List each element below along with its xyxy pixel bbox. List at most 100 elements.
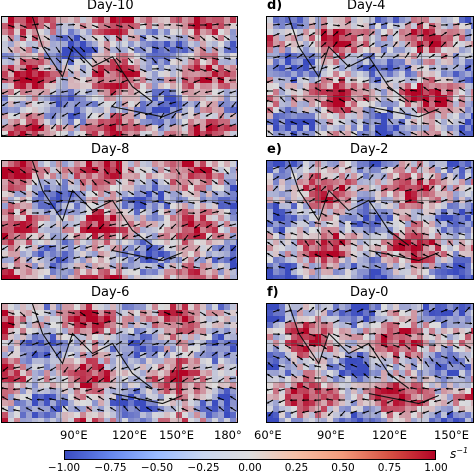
vorticity-cell bbox=[176, 203, 182, 209]
vorticity-cell bbox=[140, 316, 146, 322]
vorticity-cell bbox=[176, 304, 182, 310]
vorticity-cell bbox=[453, 23, 459, 29]
vorticity-cell bbox=[267, 113, 273, 119]
vorticity-cell bbox=[447, 35, 453, 41]
vorticity-cell bbox=[56, 197, 62, 203]
vorticity-cell bbox=[14, 221, 20, 227]
vorticity-cell bbox=[333, 17, 339, 23]
vorticity-cell bbox=[297, 83, 303, 89]
vorticity-cell bbox=[218, 23, 224, 29]
vorticity-cell bbox=[98, 221, 104, 227]
vorticity-cell bbox=[50, 382, 56, 388]
vorticity-cell bbox=[411, 89, 417, 95]
vorticity-cell bbox=[62, 35, 68, 41]
vorticity-cell bbox=[423, 47, 429, 53]
vorticity-cell bbox=[230, 125, 236, 131]
vorticity-cell bbox=[122, 29, 128, 35]
wind-vector-head bbox=[98, 114, 101, 118]
wind-vector-head bbox=[37, 407, 41, 411]
vorticity-cell bbox=[38, 304, 44, 310]
wind-vector-head bbox=[121, 113, 124, 116]
wind-vector-head bbox=[120, 25, 123, 28]
vorticity-cell bbox=[116, 89, 122, 95]
vorticity-cell bbox=[218, 77, 224, 83]
wind-vector-head bbox=[326, 131, 330, 134]
vorticity-cell bbox=[50, 197, 56, 203]
vorticity-cell bbox=[164, 215, 170, 221]
vorticity-cell bbox=[8, 412, 14, 418]
vorticity-cell bbox=[116, 191, 122, 197]
vorticity-cell bbox=[212, 173, 218, 179]
wind-vector-head bbox=[169, 134, 172, 136]
vorticity-cell bbox=[321, 161, 327, 167]
vorticity-cell bbox=[104, 71, 110, 77]
wind-vector-head bbox=[60, 199, 63, 203]
vorticity-cell bbox=[393, 77, 399, 83]
wind-vector-head bbox=[205, 366, 208, 370]
vorticity-cell bbox=[465, 101, 471, 107]
vorticity-cell bbox=[32, 370, 38, 376]
vorticity-cell bbox=[134, 101, 140, 107]
vorticity-cell bbox=[8, 394, 14, 400]
vorticity-cell bbox=[188, 59, 194, 65]
vorticity-cell bbox=[110, 269, 116, 275]
vorticity-cell bbox=[200, 322, 206, 328]
wind-vector-head bbox=[134, 248, 138, 251]
vorticity-cell bbox=[194, 406, 200, 412]
vorticity-cell bbox=[14, 53, 20, 59]
vorticity-cell bbox=[128, 23, 134, 29]
vorticity-cell bbox=[2, 328, 8, 334]
vorticity-cell bbox=[110, 227, 116, 233]
vorticity-cell bbox=[315, 113, 321, 119]
vorticity-cell bbox=[417, 35, 423, 41]
wind-vector-head bbox=[335, 41, 338, 45]
vorticity-cell bbox=[116, 197, 122, 203]
vorticity-cell bbox=[212, 59, 218, 65]
wind-vector-head bbox=[132, 200, 135, 204]
vorticity-cell bbox=[399, 77, 405, 83]
vorticity-cell bbox=[8, 35, 14, 41]
vorticity-cell bbox=[116, 358, 122, 364]
vorticity-cell bbox=[122, 334, 128, 340]
vorticity-cell bbox=[140, 346, 146, 352]
vorticity-cell bbox=[200, 233, 206, 239]
vorticity-cell bbox=[146, 239, 152, 245]
vorticity-cell bbox=[303, 17, 309, 23]
vorticity-cell bbox=[170, 119, 176, 125]
wind-vector-head bbox=[133, 367, 137, 371]
wind-vector-head bbox=[177, 172, 181, 175]
wind-vector-head bbox=[193, 377, 196, 381]
vorticity-cell bbox=[146, 65, 152, 71]
wind-vector-head bbox=[62, 226, 66, 229]
vorticity-cell bbox=[363, 173, 369, 179]
vorticity-cell bbox=[140, 23, 146, 29]
vorticity-cell bbox=[441, 113, 447, 119]
vorticity-cell bbox=[182, 125, 188, 131]
wind-vector-head bbox=[468, 65, 472, 68]
wind-vector-head bbox=[469, 22, 472, 26]
vorticity-cell bbox=[176, 316, 182, 322]
vorticity-cell bbox=[465, 191, 471, 197]
wind-vector-head bbox=[156, 311, 159, 314]
vorticity-cell bbox=[56, 17, 62, 23]
wind-vector-head bbox=[154, 351, 158, 354]
vorticity-cell bbox=[411, 197, 417, 203]
vorticity-cell bbox=[267, 173, 273, 179]
vorticity-cell bbox=[339, 23, 345, 29]
wind-vector-head bbox=[323, 42, 327, 45]
vorticity-cell bbox=[315, 23, 321, 29]
vorticity-cell bbox=[86, 251, 92, 257]
vorticity-cell bbox=[182, 304, 188, 310]
wind-vector-head bbox=[422, 77, 425, 80]
vorticity-cell bbox=[20, 29, 26, 35]
vorticity-cell bbox=[212, 119, 218, 125]
vorticity-cell bbox=[62, 173, 68, 179]
vorticity-cell bbox=[56, 263, 62, 269]
wind-vector-head bbox=[434, 134, 437, 136]
wind-vector-head bbox=[168, 191, 171, 194]
wind-vector-head bbox=[181, 398, 184, 402]
vorticity-cell bbox=[116, 215, 122, 221]
vorticity-cell bbox=[56, 203, 62, 209]
vorticity-cell bbox=[212, 257, 218, 263]
vorticity-cell bbox=[206, 245, 212, 251]
